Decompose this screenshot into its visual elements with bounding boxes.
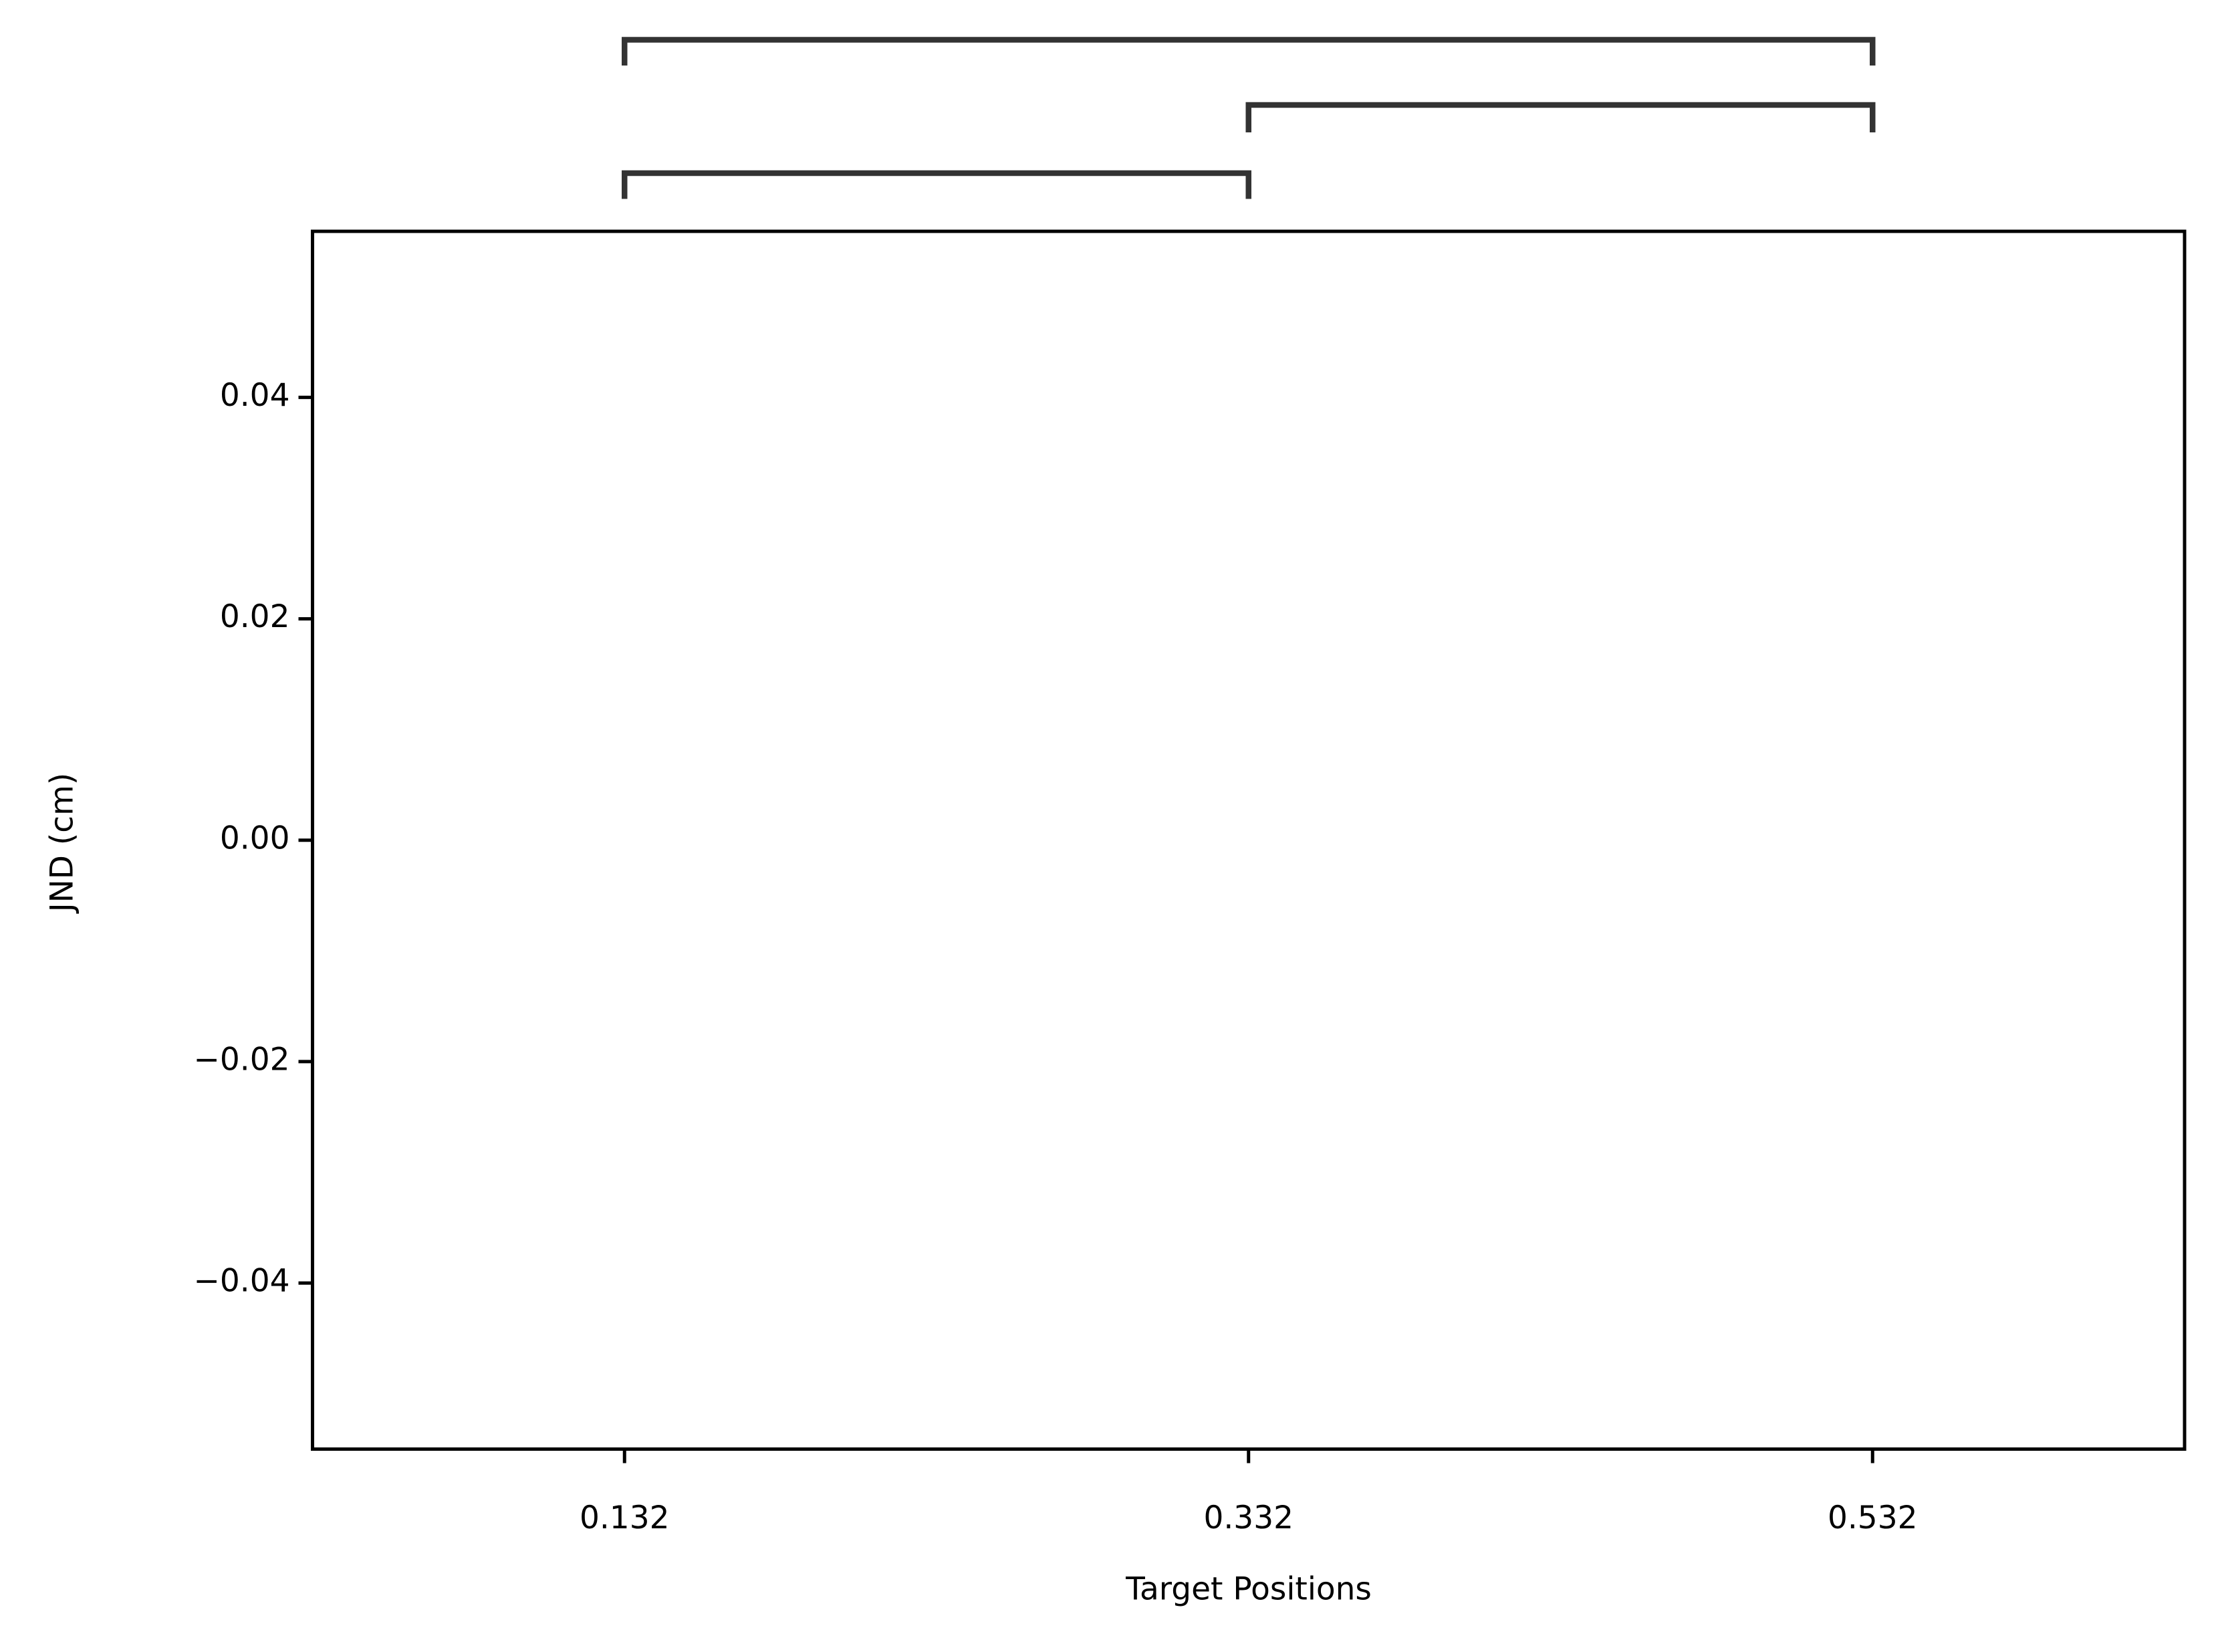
plot-frame	[311, 229, 2187, 1451]
y-tick-label: −0.04	[193, 1263, 289, 1300]
significance-bracket	[622, 37, 1876, 66]
significance-bracket	[1245, 102, 1876, 132]
y-tick-label: 0.04	[220, 377, 290, 414]
y-tick-label: −0.02	[193, 1041, 289, 1078]
x-axis-label: Target Positions	[1125, 1571, 1372, 1608]
y-axis-label: JND (cm)	[44, 773, 81, 914]
x-tick-label: 0.332	[1203, 1500, 1294, 1536]
x-tick-label: 0.132	[580, 1500, 670, 1536]
significance-bracket	[622, 170, 1251, 199]
x-tick-label: 0.532	[1828, 1500, 1918, 1536]
y-tick-label: 0.00	[220, 820, 290, 856]
y-tick-label: 0.02	[220, 598, 290, 635]
